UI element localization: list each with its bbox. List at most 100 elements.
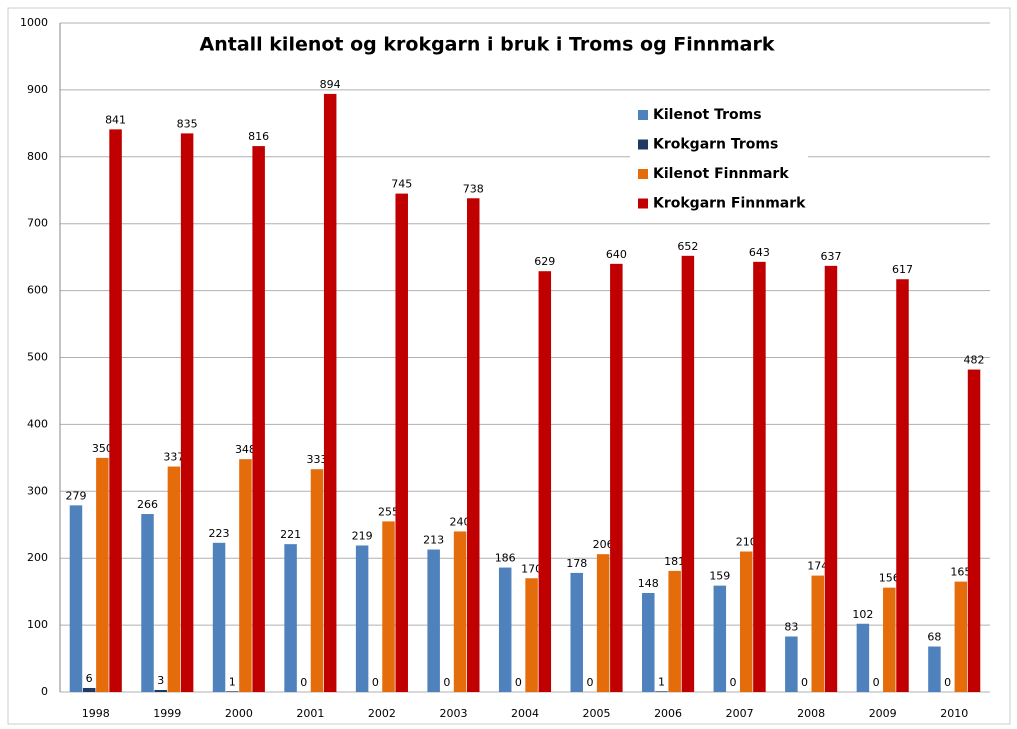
y-tick-label: 700: [27, 217, 48, 230]
y-tick-label: 900: [27, 83, 48, 96]
data-label: 279: [65, 489, 86, 502]
bar: [225, 691, 239, 692]
x-tick-label: 2001: [296, 707, 324, 720]
legend-label: Kilenot Troms: [653, 107, 762, 123]
bar: [427, 549, 440, 692]
data-label: 835: [177, 117, 198, 130]
bar: [681, 255, 695, 692]
bar: [239, 459, 252, 692]
x-tick-label: 2000: [225, 707, 253, 720]
bar: [467, 198, 480, 692]
chart-title: Antall kilenot og krokgarn i bruk i Trom…: [200, 34, 775, 56]
bar: [69, 505, 83, 692]
x-tick-label: 2008: [797, 707, 825, 720]
data-label: 0: [944, 676, 951, 689]
y-tick-label: 800: [27, 150, 48, 163]
bar: [180, 133, 194, 692]
bar: [856, 623, 870, 692]
data-label: 83: [784, 620, 798, 633]
bar: [811, 575, 825, 692]
legend-label: Krokgarn Troms: [653, 137, 778, 153]
data-label: 816: [248, 130, 269, 143]
data-label: 640: [606, 248, 627, 261]
x-tick-label: 2004: [511, 707, 539, 720]
data-label: 3: [157, 674, 164, 687]
legend-swatch: [638, 169, 648, 179]
bar: [883, 587, 896, 692]
bar: [167, 466, 181, 692]
data-label: 348: [235, 443, 256, 456]
y-tick-label: 200: [27, 551, 48, 564]
x-tick-label: 2002: [368, 707, 396, 720]
data-label: 0: [372, 676, 379, 689]
legend-box: [630, 100, 808, 218]
bar: [96, 457, 109, 692]
legend-swatch: [638, 198, 648, 209]
x-tick-label: 2007: [726, 707, 754, 720]
data-label: 148: [638, 577, 659, 590]
data-label: 643: [749, 246, 770, 259]
bar: [212, 542, 226, 692]
bar: [713, 585, 727, 692]
data-label: 255: [378, 505, 399, 518]
data-label: 333: [306, 453, 327, 466]
data-label: 337: [163, 451, 184, 464]
data-label: 841: [105, 113, 126, 126]
data-label: 174: [807, 560, 828, 573]
data-label: 219: [352, 529, 373, 542]
data-label: 266: [137, 498, 158, 511]
data-label: 181: [664, 555, 685, 568]
data-label: 102: [852, 608, 873, 621]
bar: [668, 570, 681, 692]
bar: [785, 636, 798, 692]
y-tick-label: 100: [27, 618, 48, 631]
data-label: 223: [209, 527, 230, 540]
y-tick-label: 500: [27, 351, 48, 364]
x-tick-label: 1999: [153, 707, 181, 720]
data-label: 0: [730, 676, 737, 689]
bar: [610, 263, 623, 692]
x-tick-label: 1998: [82, 707, 110, 720]
bar: [538, 271, 552, 692]
data-label: 159: [709, 570, 730, 583]
data-label: 0: [801, 676, 808, 689]
data-label: 1: [229, 675, 236, 688]
bar: [954, 581, 968, 692]
data-label: 617: [892, 263, 913, 276]
bar: [252, 146, 265, 692]
bar: [355, 545, 369, 692]
bar: [642, 592, 655, 692]
bar: [655, 691, 668, 692]
x-tick-label: 2010: [940, 707, 968, 720]
bar: [382, 521, 395, 692]
bar: [967, 369, 981, 692]
data-label: 68: [927, 631, 941, 644]
bar: [928, 646, 941, 692]
data-label: 0: [515, 676, 522, 689]
bar: [753, 261, 766, 692]
bar: [498, 567, 512, 692]
data-label: 652: [677, 240, 698, 253]
bar: [284, 544, 297, 692]
data-label: 165: [950, 566, 971, 579]
data-label: 6: [86, 672, 93, 685]
bar: [109, 129, 122, 693]
bar: [570, 572, 583, 692]
data-label: 0: [873, 676, 880, 689]
bar: [323, 93, 337, 692]
data-label: 350: [92, 442, 113, 455]
data-label: 0: [300, 676, 307, 689]
bar: [395, 193, 408, 692]
bar: [896, 279, 909, 692]
data-label: 0: [586, 676, 593, 689]
data-label: 1: [658, 675, 665, 688]
data-label: 156: [879, 572, 900, 585]
bar: [453, 531, 467, 692]
data-label: 210: [736, 536, 757, 549]
y-tick-label: 400: [27, 417, 48, 430]
legend-label: Krokgarn Finnmark: [653, 196, 806, 212]
data-label: 221: [280, 528, 301, 541]
data-label: 186: [495, 552, 516, 565]
y-tick-label: 300: [27, 484, 48, 497]
